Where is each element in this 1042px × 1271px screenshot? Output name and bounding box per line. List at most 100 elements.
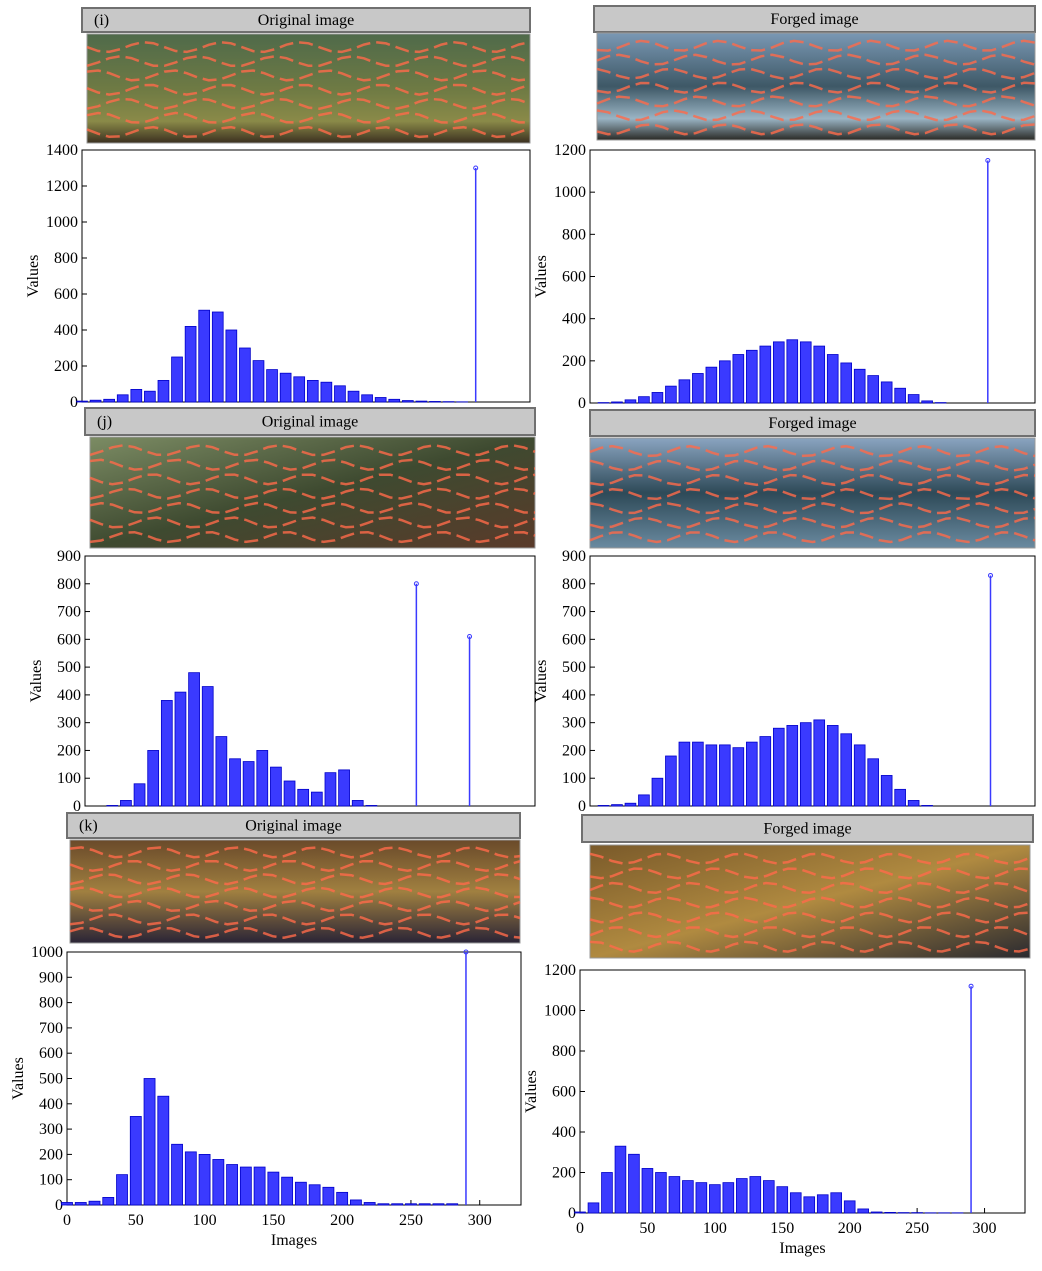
bar xyxy=(800,723,811,806)
y-tick-label: 400 xyxy=(562,687,586,704)
y-tick-label: 800 xyxy=(39,995,63,1012)
y-tick-label: 600 xyxy=(54,286,78,303)
y-tick-label: 800 xyxy=(54,250,78,267)
bar xyxy=(652,778,663,806)
bar xyxy=(172,357,183,402)
bar xyxy=(827,355,838,403)
chart-title: Original image xyxy=(245,818,341,835)
bar xyxy=(447,1204,458,1205)
bar xyxy=(227,1165,238,1205)
chart-title: Forged image xyxy=(770,11,858,28)
bar xyxy=(364,1202,375,1205)
y-tick-label: 800 xyxy=(562,226,586,243)
bar xyxy=(419,1204,430,1205)
bar xyxy=(144,391,155,402)
bar xyxy=(804,1197,815,1213)
bar xyxy=(172,1144,183,1205)
bar xyxy=(760,737,771,806)
y-tick-label: 200 xyxy=(562,742,586,759)
y-tick-label: 100 xyxy=(57,770,81,787)
y-tick-label: 900 xyxy=(57,548,81,565)
y-tick-label: 600 xyxy=(552,1084,576,1101)
bar xyxy=(309,1185,320,1205)
bar xyxy=(212,312,223,402)
bar xyxy=(885,1212,896,1213)
y-tick-label: 400 xyxy=(552,1124,576,1141)
bar xyxy=(295,1182,306,1205)
panel-label: (i) xyxy=(94,12,109,29)
y-tick-label: 900 xyxy=(39,969,63,986)
bar xyxy=(908,800,919,806)
bar xyxy=(117,395,128,402)
bar xyxy=(61,1202,72,1205)
bar xyxy=(669,1177,680,1213)
bar xyxy=(77,401,88,402)
bar xyxy=(760,346,771,403)
bar xyxy=(777,1187,788,1213)
y-tick-label: 900 xyxy=(562,548,586,565)
bar xyxy=(656,1173,667,1214)
bar xyxy=(366,805,377,806)
y-axis-label: Values xyxy=(533,660,550,703)
x-tick-label: 250 xyxy=(399,1212,423,1229)
bar xyxy=(199,1154,210,1205)
panel-label: (j) xyxy=(97,414,112,431)
bar xyxy=(679,742,690,806)
bar xyxy=(639,795,650,806)
bar xyxy=(881,775,892,806)
bar xyxy=(588,1203,599,1213)
y-tick-label: 0 xyxy=(578,395,586,412)
bar xyxy=(612,402,623,403)
bar xyxy=(858,1209,869,1213)
y-tick-label: 1400 xyxy=(46,142,78,159)
x-tick-label: 50 xyxy=(128,1212,144,1229)
y-tick-label: 500 xyxy=(57,659,81,676)
image xyxy=(70,840,520,943)
bar xyxy=(130,1116,141,1205)
y-tick-label: 0 xyxy=(55,1197,63,1214)
y-tick-label: 100 xyxy=(562,770,586,787)
bar xyxy=(161,700,172,806)
bar xyxy=(226,330,237,402)
bar xyxy=(254,1167,265,1205)
bar xyxy=(158,1096,169,1205)
x-tick-label: 300 xyxy=(468,1212,492,1229)
bar xyxy=(625,400,636,403)
bar xyxy=(350,1200,361,1205)
bar xyxy=(895,388,906,403)
bar xyxy=(723,1183,734,1213)
plot-area xyxy=(82,150,530,402)
x-tick-label: 50 xyxy=(639,1220,655,1237)
bar xyxy=(239,348,250,402)
bar xyxy=(189,673,200,806)
bar xyxy=(709,1185,720,1213)
plot-area xyxy=(590,150,1035,403)
bar xyxy=(652,392,663,403)
x-tick-label: 100 xyxy=(703,1220,727,1237)
bar xyxy=(337,1192,348,1205)
y-tick-label: 300 xyxy=(39,1121,63,1138)
y-tick-label: 400 xyxy=(39,1096,63,1113)
x-tick-label: 200 xyxy=(330,1212,354,1229)
bar xyxy=(692,373,703,403)
bar xyxy=(692,742,703,806)
bar xyxy=(854,745,865,806)
bar xyxy=(733,748,744,806)
bar xyxy=(706,367,717,403)
y-tick-label: 800 xyxy=(562,576,586,593)
bar xyxy=(787,725,798,806)
bar xyxy=(405,1204,416,1205)
bar xyxy=(89,1201,100,1205)
bar xyxy=(841,363,852,403)
y-axis-label: Values xyxy=(533,255,550,298)
bar xyxy=(185,1152,196,1205)
bar xyxy=(213,1159,224,1205)
bar xyxy=(134,784,145,806)
plot-area xyxy=(590,556,1035,806)
bar xyxy=(339,770,350,806)
bar xyxy=(240,1167,251,1205)
x-axis-label: Images xyxy=(779,1240,825,1257)
bar xyxy=(378,1204,389,1205)
bar xyxy=(268,1172,279,1205)
bar xyxy=(230,759,241,806)
